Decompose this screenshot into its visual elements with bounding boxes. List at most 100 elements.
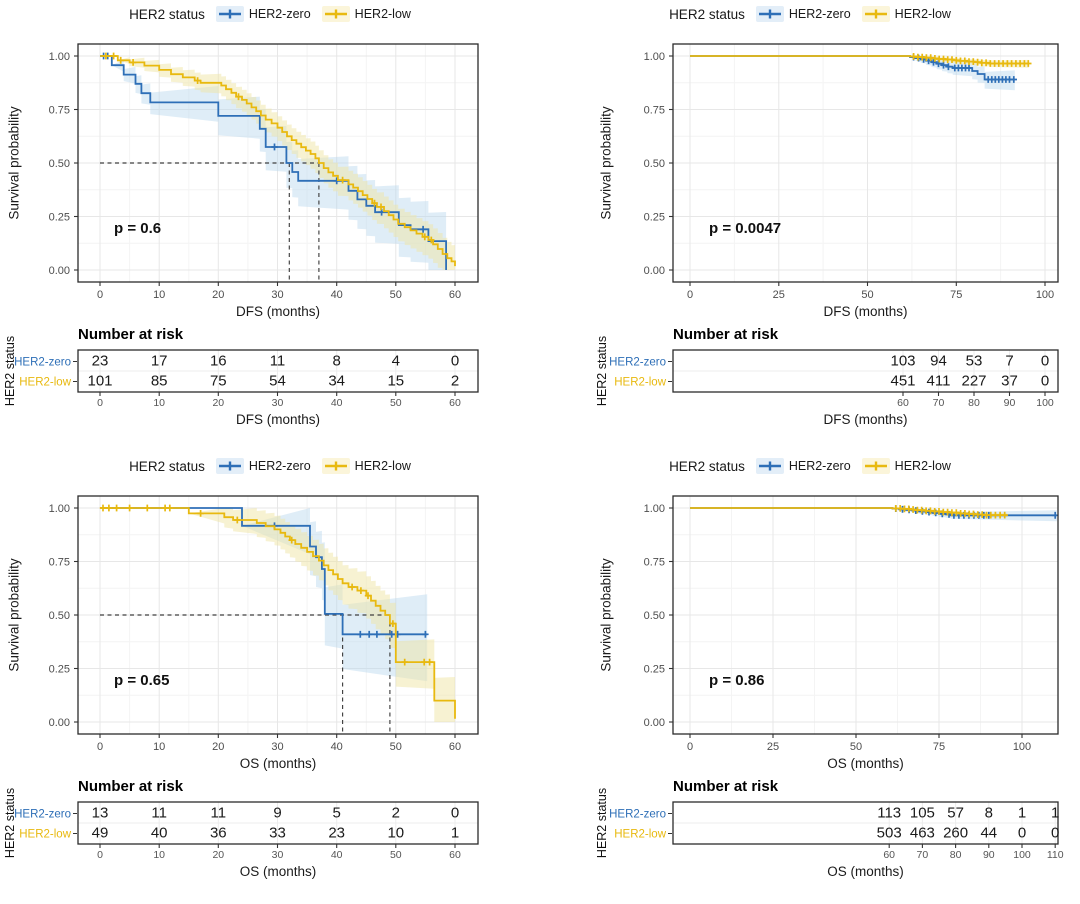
svg-text:1: 1 bbox=[1018, 805, 1026, 822]
svg-text:0.00: 0.00 bbox=[644, 265, 665, 277]
svg-text:0.00: 0.00 bbox=[49, 265, 70, 277]
svg-text:HER2-low: HER2-low bbox=[19, 377, 71, 389]
svg-text:0: 0 bbox=[451, 805, 459, 822]
legend: HER2 status HER2-zero HER2-low bbox=[0, 0, 540, 28]
survival-plot: 0 25 50 75 100 0.00 0.25 0.50 0.75 1.00 bbox=[540, 480, 1080, 756]
risk-table-block: Number at risk HER2 status HER2-zero 113 1… bbox=[540, 776, 1080, 904]
svg-text:101: 101 bbox=[87, 373, 112, 390]
risk-table: HER2-zero 23 17 16 11 8 4 0 HER2-low 101 85 75 54 34 1… bbox=[0, 348, 540, 410]
legend-title: HER2 status bbox=[129, 458, 205, 474]
svg-text:0.75: 0.75 bbox=[49, 104, 70, 116]
svg-text:60: 60 bbox=[449, 741, 461, 753]
legend-label: HER2-low bbox=[354, 7, 411, 21]
legend-label: HER2-low bbox=[894, 459, 951, 473]
svg-text:40: 40 bbox=[331, 289, 343, 301]
svg-text:0: 0 bbox=[1041, 353, 1049, 370]
svg-text:23: 23 bbox=[92, 353, 109, 370]
svg-text:40: 40 bbox=[331, 849, 343, 861]
plot-area: Survival probability 0 25 50 75 100 0.00 0.25 0… bbox=[540, 28, 1080, 304]
legend-key-her2-low: HER2-low bbox=[861, 457, 951, 475]
legend-key-her2-zero: HER2-zero bbox=[755, 457, 851, 475]
svg-text:80: 80 bbox=[968, 397, 980, 409]
svg-text:HER2-low: HER2-low bbox=[614, 377, 666, 389]
svg-text:60: 60 bbox=[449, 397, 461, 409]
panel-os-left: HER2 status HER2-zero HER2-low Survival … bbox=[0, 452, 540, 904]
svg-text:75: 75 bbox=[933, 741, 945, 753]
svg-text:0: 0 bbox=[1041, 373, 1049, 390]
svg-text:0: 0 bbox=[97, 397, 103, 409]
svg-text:11: 11 bbox=[151, 805, 167, 822]
legend: HER2 status HER2-zero HER2-low bbox=[540, 0, 1080, 28]
her2-zero-marker-icon bbox=[215, 5, 245, 23]
svg-text:20: 20 bbox=[212, 849, 224, 861]
svg-text:8: 8 bbox=[333, 353, 341, 370]
legend-label: HER2-zero bbox=[248, 459, 311, 473]
svg-text:30: 30 bbox=[272, 397, 284, 409]
svg-text:49: 49 bbox=[92, 825, 109, 842]
x-axis-title: OS (months) bbox=[827, 864, 904, 879]
svg-text:HER2-zero: HER2-zero bbox=[14, 357, 71, 369]
svg-text:60: 60 bbox=[449, 289, 461, 301]
legend-label: HER2-zero bbox=[248, 7, 311, 21]
svg-text:0.75: 0.75 bbox=[644, 556, 665, 568]
legend-label: HER2-low bbox=[354, 459, 411, 473]
survival-plot: 0 25 50 75 100 0.00 0.25 0.50 0.75 1.00 bbox=[540, 28, 1080, 304]
svg-text:0.25: 0.25 bbox=[49, 211, 70, 223]
svg-text:HER2-zero: HER2-zero bbox=[14, 809, 71, 821]
her2-low-marker-icon bbox=[861, 457, 891, 475]
x-axis-title: DFS (months) bbox=[235, 412, 320, 427]
svg-text:50: 50 bbox=[390, 397, 402, 409]
p-value-label: p = 0.0047 bbox=[709, 220, 782, 237]
her2-low-marker-icon bbox=[861, 5, 891, 23]
x-axis-title: OS (months) bbox=[239, 864, 317, 879]
legend-key-her2-low: HER2-low bbox=[321, 457, 411, 475]
svg-text:85: 85 bbox=[151, 373, 168, 390]
svg-text:57: 57 bbox=[947, 805, 964, 822]
panel-os-right: HER2 status HER2-zero HER2-low Survival … bbox=[540, 452, 1080, 904]
svg-text:1: 1 bbox=[451, 825, 459, 842]
svg-text:11: 11 bbox=[211, 805, 227, 822]
panel-dfs-right: HER2 status HER2-zero HER2-low Survival … bbox=[540, 0, 1080, 452]
plot-area: Survival probability 0 25 50 75 100 0.00 0.25 0… bbox=[540, 480, 1080, 756]
svg-text:7: 7 bbox=[1005, 353, 1013, 370]
svg-text:0.25: 0.25 bbox=[644, 211, 665, 223]
svg-text:70: 70 bbox=[917, 849, 929, 861]
svg-text:75: 75 bbox=[210, 373, 227, 390]
svg-text:60: 60 bbox=[449, 849, 461, 861]
plot-area: Survival probability 0 10 20 30 40 50 60 0.00 0.… bbox=[0, 480, 540, 756]
svg-text:0.00: 0.00 bbox=[49, 717, 70, 729]
risk-table-block: Number at risk HER2 status HER2-zero 23 17… bbox=[0, 324, 540, 452]
her2-zero-marker-icon bbox=[215, 457, 245, 475]
svg-text:60: 60 bbox=[883, 849, 895, 861]
panel-dfs-left: HER2 status HER2-zero HER2-low Survival … bbox=[0, 0, 540, 452]
her2-zero-marker-icon bbox=[755, 5, 785, 23]
svg-text:20: 20 bbox=[212, 741, 224, 753]
svg-text:0.75: 0.75 bbox=[49, 556, 70, 568]
svg-text:0.50: 0.50 bbox=[49, 610, 70, 622]
x-axis-title: DFS (months) bbox=[235, 304, 320, 319]
risk-table-block: Number at risk HER2 status HER2-zero 13 11… bbox=[0, 776, 540, 904]
svg-text:23: 23 bbox=[328, 825, 345, 842]
legend-key-her2-zero: HER2-zero bbox=[215, 457, 311, 475]
svg-text:1.00: 1.00 bbox=[644, 51, 665, 63]
svg-text:10: 10 bbox=[153, 741, 165, 753]
p-value-label: p = 0.65 bbox=[114, 672, 170, 689]
svg-text:105: 105 bbox=[910, 805, 935, 822]
svg-text:10: 10 bbox=[153, 289, 165, 301]
svg-text:103: 103 bbox=[890, 353, 915, 370]
svg-text:50: 50 bbox=[390, 289, 402, 301]
svg-text:411: 411 bbox=[927, 373, 951, 390]
svg-text:0.00: 0.00 bbox=[644, 717, 665, 729]
svg-text:110: 110 bbox=[1047, 849, 1064, 861]
risk-table: HER2-zero 103 94 53 7 0 HER2-low 451 411 227 37 0 60… bbox=[540, 348, 1080, 410]
svg-text:90: 90 bbox=[1004, 397, 1016, 409]
svg-text:17: 17 bbox=[151, 353, 168, 370]
svg-text:100: 100 bbox=[1036, 289, 1054, 301]
svg-text:0.50: 0.50 bbox=[644, 158, 665, 170]
svg-text:1.00: 1.00 bbox=[644, 503, 665, 515]
svg-text:0.25: 0.25 bbox=[644, 663, 665, 675]
svg-text:8: 8 bbox=[985, 805, 993, 822]
legend-title: HER2 status bbox=[669, 458, 745, 474]
svg-text:33: 33 bbox=[269, 825, 286, 842]
svg-text:80: 80 bbox=[950, 849, 962, 861]
